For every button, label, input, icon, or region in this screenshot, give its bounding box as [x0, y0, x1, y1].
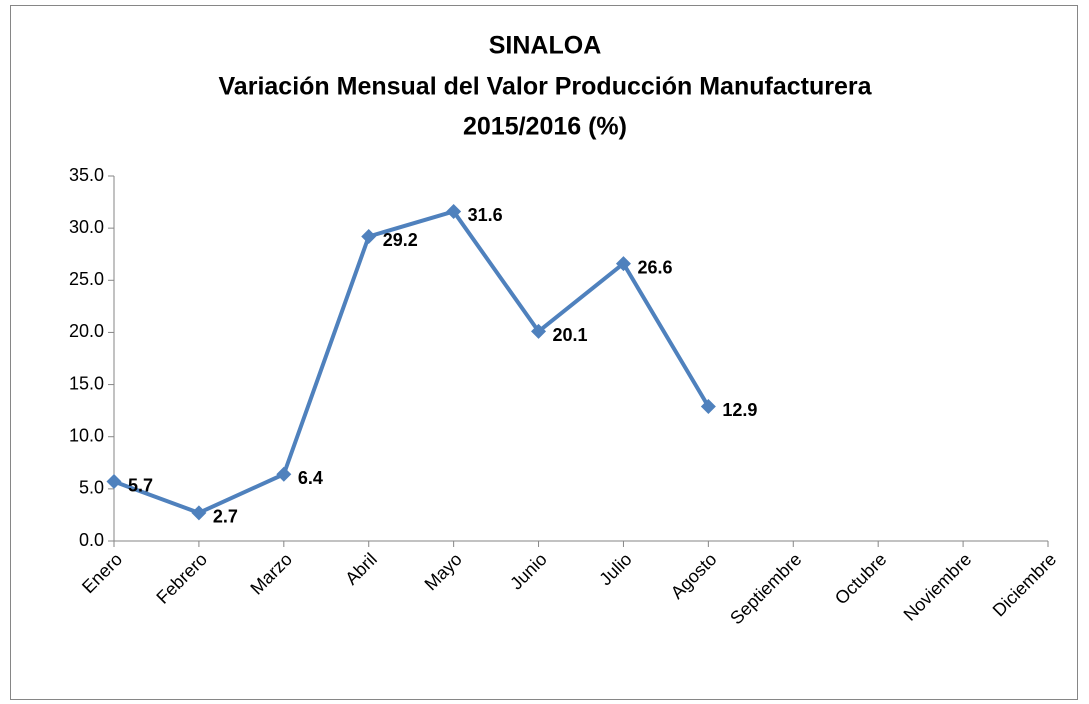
marker [106, 474, 122, 490]
data-label: 12.9 [722, 400, 757, 420]
marker [361, 228, 377, 244]
y-tick-label: 20.0 [69, 321, 104, 341]
y-tick-label: 10.0 [69, 425, 104, 445]
data-label: 5.7 [128, 475, 153, 495]
data-label: 26.6 [637, 257, 672, 277]
marker [191, 505, 207, 521]
marker [276, 466, 292, 482]
chart-title: 2015/2016 (%) [463, 113, 627, 141]
y-tick-label: 15.0 [69, 373, 104, 393]
y-tick-label: 25.0 [69, 269, 104, 289]
chart-title: SINALOA [489, 32, 602, 60]
chart-border [10, 5, 1078, 700]
y-tick-label: 0.0 [79, 530, 104, 550]
marker [700, 398, 716, 414]
marker [446, 203, 462, 219]
y-tick-label: 30.0 [69, 217, 104, 237]
data-label: 6.4 [298, 468, 323, 488]
chart-title: Variación Mensual del Valor Producción M… [219, 73, 873, 101]
data-label: 31.6 [468, 205, 503, 225]
data-label: 29.2 [383, 230, 418, 250]
y-tick-label: 5.0 [79, 478, 104, 498]
data-label: 20.1 [553, 325, 588, 345]
data-label: 2.7 [213, 507, 238, 527]
marker [531, 323, 547, 339]
marker [615, 256, 631, 272]
line [113, 209, 711, 515]
y-tick-label: 35.0 [69, 165, 104, 185]
